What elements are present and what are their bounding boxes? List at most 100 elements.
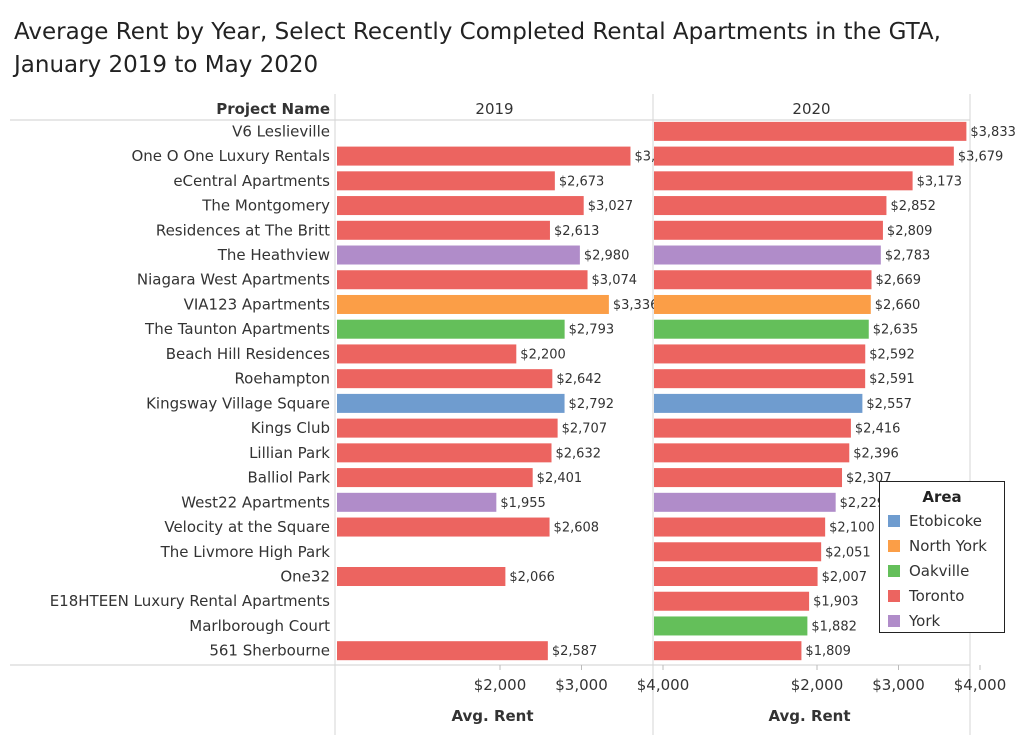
legend-item: Toronto: [880, 583, 1004, 608]
data-label-2020: $2,557: [866, 397, 912, 412]
bar-2020: [654, 245, 881, 265]
legend-item: North York: [880, 533, 1004, 558]
data-label-2019: $2,642: [556, 372, 602, 387]
legend: Area Etobicoke North York Oakville Toronto Y…: [879, 481, 1005, 633]
row-label: Balliol Park: [247, 469, 330, 487]
data-label-2020: $2,396: [853, 446, 899, 461]
tick-label: $3,000: [555, 676, 608, 694]
row-label: The Taunton Apartments: [144, 320, 330, 338]
bar-2020: [654, 220, 883, 240]
legend-title: Area: [922, 488, 962, 506]
data-label-2020: $2,852: [890, 199, 936, 214]
row-label: The Heathview: [217, 246, 330, 264]
bar-2020: [654, 591, 810, 611]
row-label: Niagara West Apartments: [137, 271, 330, 289]
row-label: eCentral Apartments: [173, 172, 330, 190]
bar-2020: [654, 121, 967, 141]
data-label-2019: $3,336: [613, 298, 659, 313]
legend-label: York: [909, 611, 941, 630]
legend-label: Toronto: [909, 586, 965, 605]
row-label: One32: [280, 568, 330, 586]
bar-2020: [654, 542, 822, 562]
bar-2019: [337, 418, 558, 438]
data-label-2020: $3,173: [917, 174, 963, 189]
row-label: One O One Luxury Rentals: [131, 147, 330, 165]
data-label-2020: $1,882: [811, 619, 857, 634]
data-label-2019: $3,074: [592, 273, 638, 288]
tick-label: $4,000: [954, 676, 1007, 694]
data-label-2020: $2,635: [873, 323, 919, 338]
data-label-2020: $2,100: [829, 521, 875, 536]
data-label-2020: $3,833: [970, 125, 1016, 140]
data-label-2019: $2,587: [552, 644, 598, 659]
bar-2019: [337, 294, 609, 314]
bar-2020: [654, 369, 866, 389]
legend-swatch: [888, 539, 900, 552]
data-label-2020: $2,660: [875, 298, 921, 313]
legend-item: York: [880, 608, 1004, 633]
data-label-2020: $2,809: [887, 224, 933, 239]
row-label: The Livmore High Park: [160, 543, 331, 561]
bar-2020: [654, 468, 843, 488]
data-label-2020: $2,007: [822, 570, 868, 585]
bar-2020: [654, 567, 818, 587]
bar-2020: [654, 443, 850, 463]
data-label-2020: $1,903: [813, 595, 859, 610]
data-label-2019: $2,066: [509, 570, 555, 585]
panel-header-2019: 2019: [475, 100, 513, 118]
data-label-2019: $2,613: [554, 224, 600, 239]
bar-2019: [337, 171, 555, 191]
row-label: Residences at The Britt: [156, 221, 330, 239]
data-label-2020: $2,416: [855, 422, 901, 437]
bar-2020: [654, 641, 802, 661]
tick-label: $2,000: [791, 676, 844, 694]
bar-2020: [654, 344, 866, 364]
row-label: V6 Leslieville: [232, 122, 330, 140]
row-label: 561 Sherbourne: [209, 642, 330, 660]
bar-2019: [337, 641, 548, 661]
data-label-2019: $3,027: [588, 199, 634, 214]
row-label: Kings Club: [251, 419, 330, 437]
bar-2019: [337, 220, 550, 240]
tick-label: $2,000: [474, 676, 527, 694]
bar-2019: [337, 369, 553, 389]
data-label-2019: $2,792: [569, 397, 615, 412]
bar-2019: [337, 344, 517, 364]
bar-2020: [654, 294, 871, 314]
row-label: West22 Apartments: [181, 493, 330, 511]
data-label-2019: $2,632: [556, 446, 602, 461]
bar-2020: [654, 171, 913, 191]
bar-2019: [337, 245, 580, 265]
bar-2019: [337, 468, 533, 488]
data-label-2020: $2,592: [869, 347, 915, 362]
row-label: VIA123 Apartments: [184, 295, 331, 313]
row-label: Velocity at the Square: [164, 518, 330, 536]
legend-item: Etobicoke: [880, 508, 1004, 533]
bar-2019: [337, 492, 497, 512]
bar-2020: [654, 196, 887, 216]
row-label: Roehampton: [234, 370, 330, 388]
bar-2019: [337, 196, 584, 216]
data-label-2020: $2,229: [840, 496, 886, 511]
data-label-2019: $1,955: [500, 496, 546, 511]
data-label-2019: $2,980: [584, 249, 630, 264]
legend-swatch: [888, 564, 900, 577]
data-label-2020: $3,679: [958, 150, 1004, 165]
row-label: Beach Hill Residences: [166, 345, 330, 363]
bar-2020: [654, 517, 826, 537]
bar-2020: [654, 319, 869, 339]
bar-2019: [337, 146, 631, 166]
legend-label: Oakville: [909, 561, 970, 580]
bar-2020: [654, 270, 872, 290]
legend-item: Oakville: [880, 558, 1004, 583]
bar-2020: [654, 418, 851, 438]
data-label-2020: $2,591: [869, 372, 915, 387]
bar-2019: [337, 270, 588, 290]
bar-2019: [337, 319, 565, 339]
data-label-2019: $2,793: [569, 323, 615, 338]
legend-swatch: [888, 514, 900, 527]
bar-2019: [337, 393, 565, 413]
legend-label: Etobicoke: [909, 511, 983, 530]
data-label-2019: $2,200: [520, 347, 566, 362]
data-label-2020: $2,783: [885, 249, 931, 264]
